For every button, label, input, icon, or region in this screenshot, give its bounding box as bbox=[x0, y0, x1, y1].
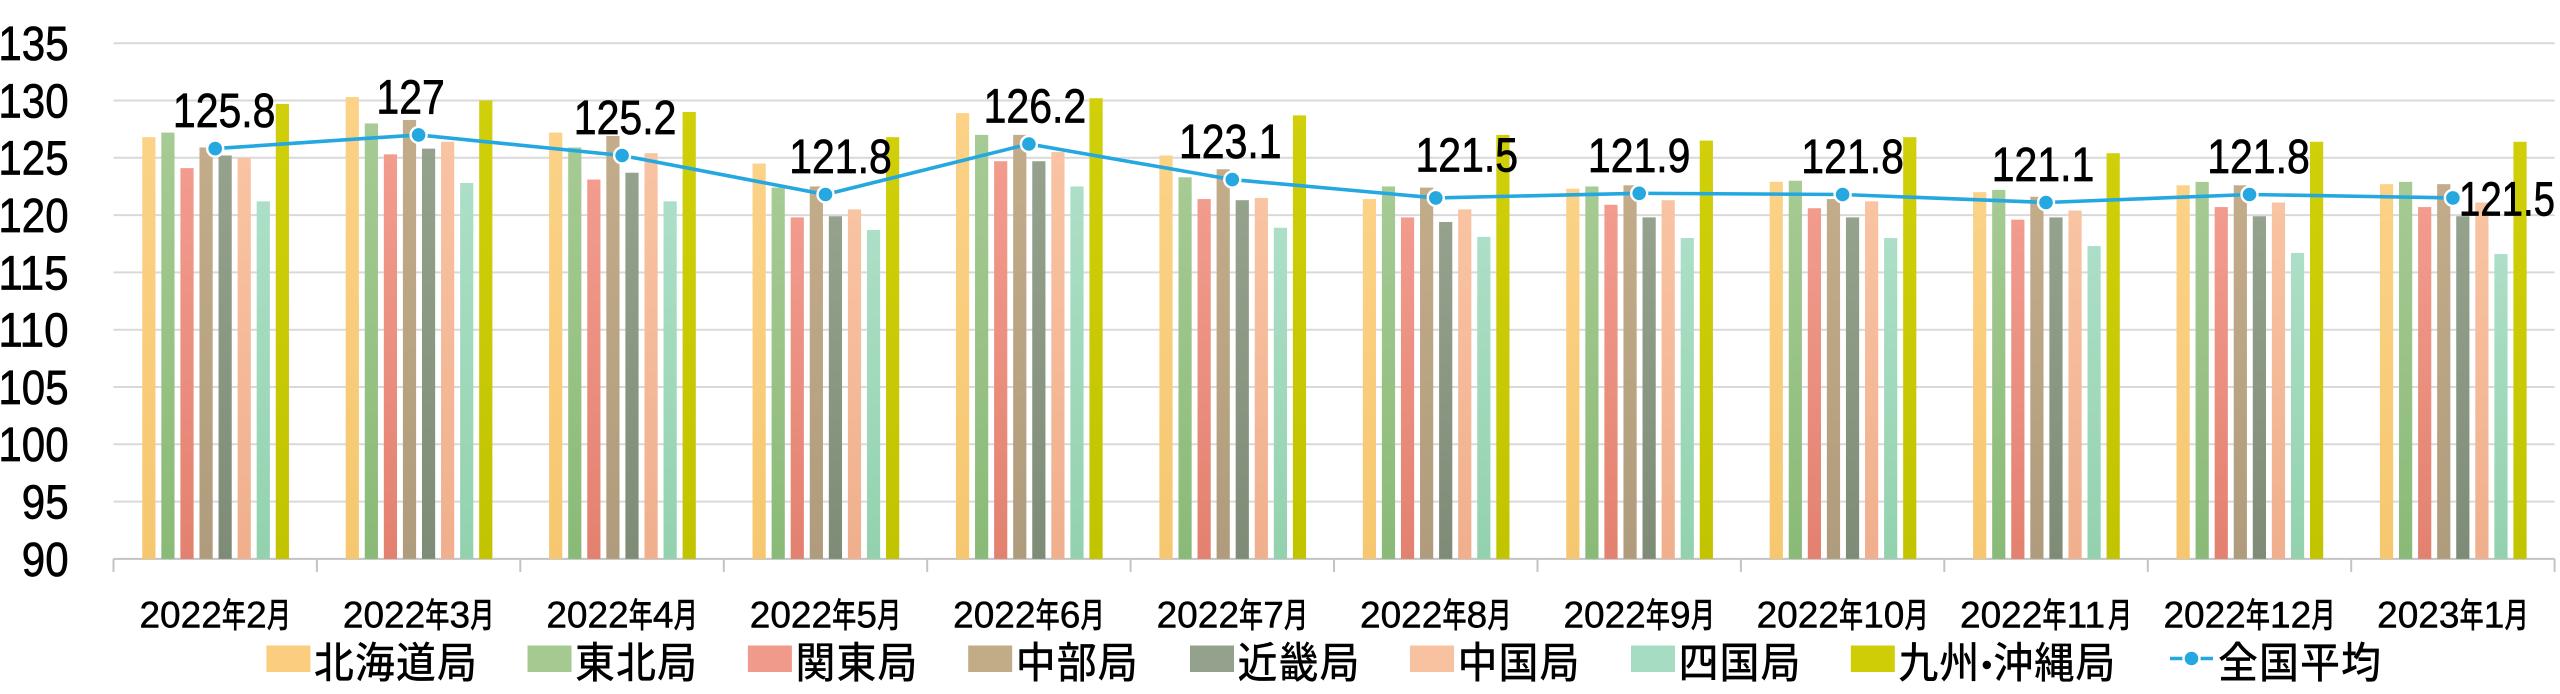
svg-text:115: 115 bbox=[0, 247, 69, 300]
svg-text:2022: 2022 bbox=[1757, 595, 1839, 636]
svg-text:110: 110 bbox=[0, 305, 69, 358]
svg-text:121.5: 121.5 bbox=[2459, 173, 2555, 226]
svg-text:6: 6 bbox=[1060, 595, 1081, 636]
svg-text:2022: 2022 bbox=[2163, 595, 2245, 636]
svg-text:130: 130 bbox=[0, 75, 69, 128]
svg-text:100: 100 bbox=[0, 419, 69, 472]
svg-text:5: 5 bbox=[856, 595, 877, 636]
svg-text:2: 2 bbox=[246, 595, 267, 636]
svg-text:125.8: 125.8 bbox=[173, 85, 276, 138]
svg-text:121.1: 121.1 bbox=[1992, 139, 2095, 192]
svg-text:121.8: 121.8 bbox=[1801, 131, 1904, 184]
svg-text:125.2: 125.2 bbox=[574, 92, 677, 145]
svg-text:120: 120 bbox=[0, 190, 69, 243]
svg-text:121.9: 121.9 bbox=[1588, 130, 1691, 183]
svg-text:2022: 2022 bbox=[546, 595, 628, 636]
svg-text:2022: 2022 bbox=[1563, 595, 1645, 636]
svg-text:2022: 2022 bbox=[343, 595, 425, 636]
svg-text:105: 105 bbox=[0, 362, 69, 415]
svg-text:2022: 2022 bbox=[1157, 595, 1239, 636]
svg-text:3: 3 bbox=[450, 595, 471, 636]
svg-text:7: 7 bbox=[1263, 595, 1284, 636]
svg-text:12: 12 bbox=[2270, 595, 2311, 636]
svg-text:10: 10 bbox=[1863, 595, 1904, 636]
svg-text:127: 127 bbox=[376, 71, 444, 124]
svg-text:126.2: 126.2 bbox=[984, 81, 1087, 134]
svg-text:121.8: 121.8 bbox=[789, 131, 892, 184]
svg-text:2022: 2022 bbox=[953, 595, 1035, 636]
svg-text:121.8: 121.8 bbox=[2207, 131, 2310, 184]
svg-text:2022: 2022 bbox=[139, 595, 221, 636]
svg-text:121.5: 121.5 bbox=[1416, 129, 1519, 182]
svg-text:2022: 2022 bbox=[750, 595, 832, 636]
svg-text:123.1: 123.1 bbox=[1179, 116, 1282, 169]
svg-text:11: 11 bbox=[2067, 595, 2105, 636]
svg-text:90: 90 bbox=[22, 534, 69, 587]
svg-text:2022: 2022 bbox=[1960, 595, 2042, 636]
svg-text:95: 95 bbox=[22, 477, 69, 530]
svg-text:135: 135 bbox=[0, 18, 69, 71]
svg-text:1: 1 bbox=[2484, 595, 2505, 636]
svg-text:125: 125 bbox=[0, 133, 69, 186]
svg-text:4: 4 bbox=[653, 595, 674, 636]
svg-text:2023: 2023 bbox=[2377, 595, 2459, 636]
svg-text:2022: 2022 bbox=[1360, 595, 1442, 636]
svg-text:9: 9 bbox=[1670, 595, 1691, 636]
svg-text:8: 8 bbox=[1467, 595, 1488, 636]
